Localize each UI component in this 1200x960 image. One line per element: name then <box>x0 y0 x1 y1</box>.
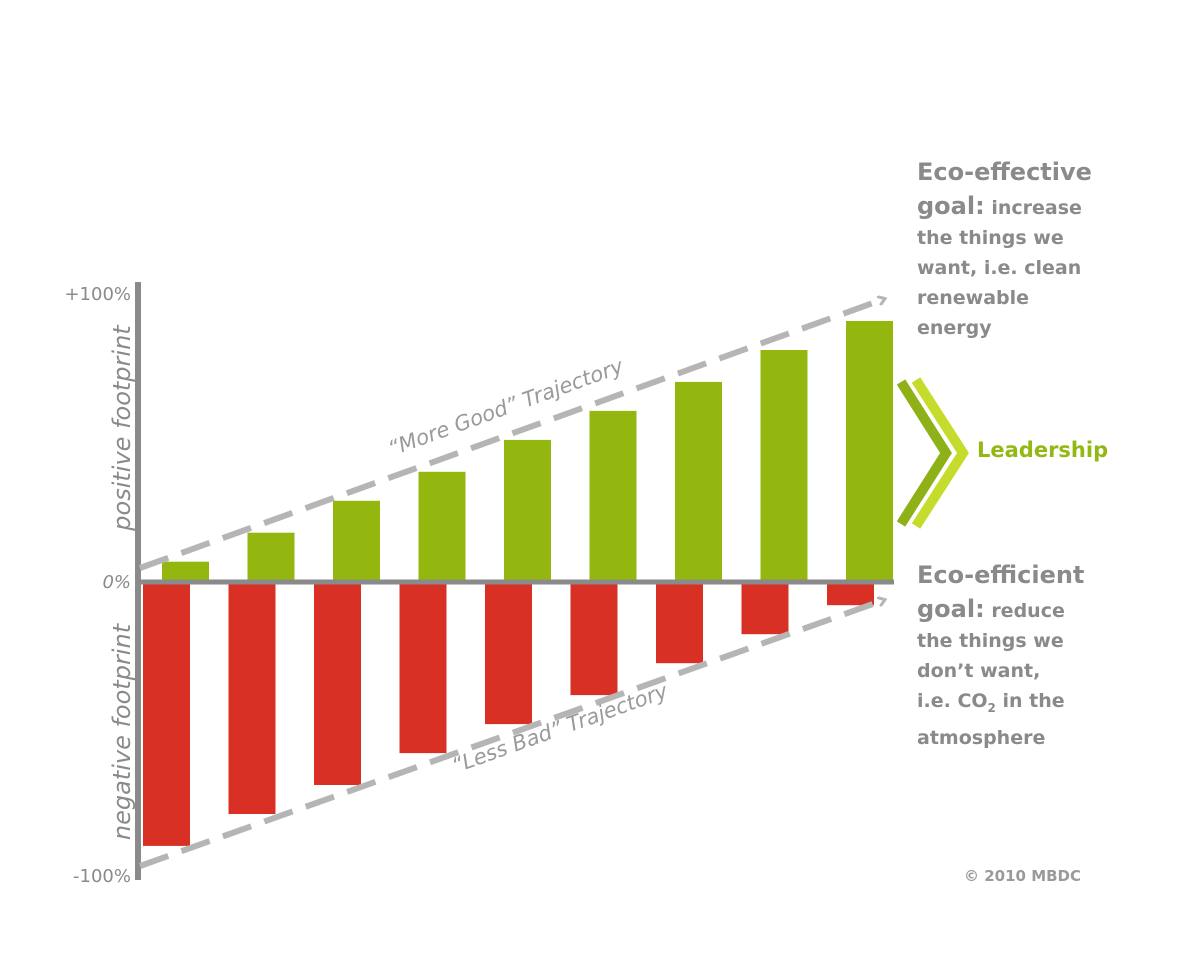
negative-bar-1 <box>143 582 190 846</box>
eco-efficient-verb: reduce <box>991 600 1065 622</box>
eco-effective-goal-word: goal: <box>917 192 985 220</box>
positive-bar-2 <box>247 532 295 582</box>
positive-bar-3 <box>333 500 380 582</box>
copyright: © 2010 MBDC <box>964 867 1082 885</box>
positive-bar-1 <box>162 561 209 582</box>
eco-efficient-title: Eco-efficient <box>917 561 1085 589</box>
negative-bar-3 <box>314 582 361 785</box>
eco-effective-title: Eco-effective <box>917 158 1092 186</box>
axis-title-positive: positive footprint <box>108 324 136 532</box>
positive-bar-4 <box>418 471 466 582</box>
axis-title-negative: negative footprint <box>108 622 136 840</box>
negative-bar-2 <box>228 582 276 814</box>
less-bad-label: “Less Bad” Trajectory <box>449 679 672 778</box>
co2-prefix: i.e. CO <box>917 690 988 712</box>
positive-bar-6 <box>589 410 637 582</box>
positive-bar-9 <box>846 321 893 582</box>
co2-subscript: 2 <box>987 700 996 715</box>
negative-bar-4 <box>399 582 447 754</box>
y-tick-zero: 0% <box>102 572 131 593</box>
y-tick-top: +100% <box>64 284 131 305</box>
eco-effective-goal: Eco-effective goal: increase the things … <box>917 155 1167 343</box>
negative-bar-8 <box>741 582 789 635</box>
positive-bar-8 <box>760 350 808 582</box>
eco-effective-verb: increase <box>991 197 1082 219</box>
positive-bar-5 <box>504 439 551 582</box>
leadership-chevron-light-icon <box>911 377 969 529</box>
negative-bar-7 <box>656 582 703 664</box>
leadership-label: Leadership <box>977 438 1109 462</box>
y-tick-bottom: -100% <box>73 866 131 887</box>
eco-efficient-goal-word: goal: <box>917 595 985 623</box>
eco-effective-rest: the things we want, i.e. clean renewable… <box>917 227 1082 339</box>
negative-bar-5 <box>485 582 532 725</box>
eco-efficient-text: goal: reduce the things we don’t want, i… <box>917 592 1167 753</box>
bars-group <box>143 321 893 846</box>
eco-effective-text: goal: increase the things we want, i.e. … <box>917 189 1167 343</box>
positive-bar-7 <box>675 381 722 582</box>
negative-bar-6 <box>570 582 618 696</box>
negative-bar-9 <box>827 582 874 606</box>
eco-efficient-rest-1: the things we don’t want, <box>917 630 1064 682</box>
leadership-chevron-icon <box>896 379 952 527</box>
eco-efficient-goal: Eco-efficient goal: reduce the things we… <box>917 558 1167 753</box>
eco-efficient-rest-2: i.e. CO2 in the atmosphere <box>917 686 1097 753</box>
co2-suffix: in the atmosphere <box>917 690 1065 749</box>
